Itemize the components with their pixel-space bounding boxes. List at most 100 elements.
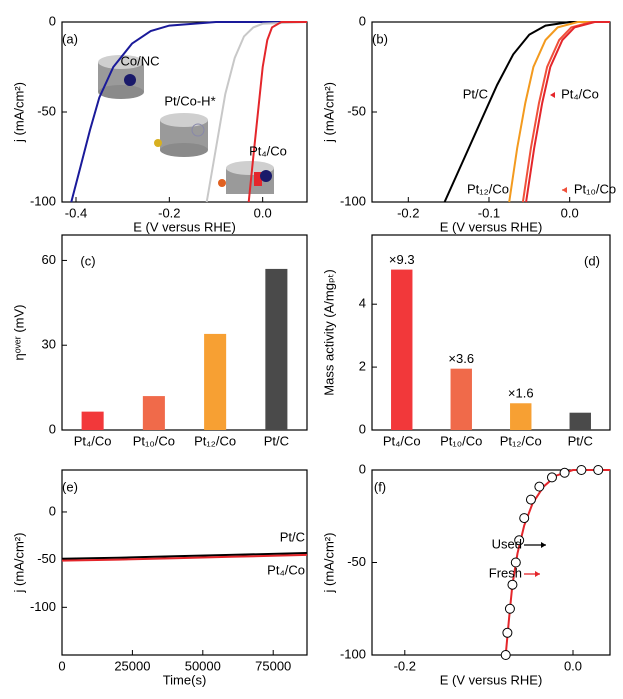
y-tick-label: 60	[42, 252, 56, 267]
y-tick-label: -100	[30, 599, 56, 614]
arrow-head	[562, 187, 567, 193]
y-tick-label: -50	[347, 554, 366, 569]
x-tick-label: 0.0	[254, 205, 272, 220]
series-label: Co/NC	[120, 53, 159, 68]
plot-frame	[371, 469, 611, 656]
marker	[507, 579, 518, 590]
x-tick-label: Pt₄/Co	[74, 433, 112, 448]
series-label: Pt₄/Co	[249, 143, 287, 158]
panel-label: (a)	[62, 31, 78, 46]
arrow-head	[535, 571, 540, 577]
y-tick-label: -50	[37, 103, 56, 118]
x-tick-label: -0.2	[394, 658, 416, 673]
panel-label: (d)	[584, 253, 600, 268]
x-tick-label: Pt/C	[568, 433, 593, 448]
x-tick-label: Pt₁₀/Co	[440, 433, 482, 448]
x-tick-label: 0	[58, 658, 65, 673]
marker	[504, 603, 515, 614]
bar	[265, 268, 288, 430]
y-axis-label: j (mA/cm²)	[321, 533, 336, 594]
arrow-head	[541, 542, 546, 548]
x-tick-label: 25000	[114, 658, 150, 673]
y-tick-label: 0	[359, 461, 366, 476]
series-label: Pt₄/Co	[561, 86, 599, 101]
y-tick-label: 0	[49, 421, 56, 436]
marker	[502, 627, 513, 638]
y-tick-label: -100	[30, 193, 56, 208]
marker	[500, 650, 511, 660]
x-tick-label: 75000	[255, 658, 291, 673]
x-axis-label: E (V versus RHE)	[133, 219, 236, 234]
y-tick-label: -100	[340, 193, 366, 208]
y-axis-label: j (mA/cm²)	[11, 533, 26, 594]
bar	[81, 411, 104, 430]
x-tick-label: 0.0	[561, 205, 579, 220]
series-label: Pt/C	[463, 86, 488, 101]
series-label: Pt₁₂/Co	[467, 181, 509, 196]
x-tick-label: -0.4	[65, 205, 87, 220]
inset-pt-co-h	[154, 113, 208, 157]
bar	[510, 403, 532, 430]
x-axis-label: E (V versus RHE)	[440, 219, 543, 234]
y-tick-label: 0	[49, 503, 56, 518]
inset-pt4-co	[218, 161, 274, 194]
y-axis-label: ηᵒᵛᵉʳ (mV)	[11, 304, 26, 360]
y-tick-label: -50	[347, 103, 366, 118]
line	[508, 21, 610, 203]
line	[504, 469, 610, 656]
y-tick-label: 2	[359, 359, 366, 374]
bar	[391, 269, 413, 430]
line	[205, 21, 308, 203]
y-tick-label: 4	[359, 296, 366, 311]
y-tick-label: 0	[359, 13, 366, 28]
y-tick-label: 0	[359, 421, 366, 436]
y-tick-label: -50	[37, 551, 56, 566]
line	[521, 21, 610, 203]
series-label: Used	[492, 536, 522, 551]
marker	[514, 535, 525, 546]
series-label: Pt/C	[280, 529, 305, 544]
bar-annotation: ×1.6	[508, 386, 534, 401]
bar	[204, 333, 227, 430]
series-label: Pt₄/Co	[267, 562, 305, 577]
y-tick-label: 0	[49, 13, 56, 28]
x-tick-label: -0.2	[158, 205, 180, 220]
bar-annotation: ×3.6	[448, 351, 474, 366]
marker	[534, 481, 545, 492]
panel-label: (c)	[80, 253, 95, 268]
bar	[142, 396, 165, 430]
line	[525, 21, 610, 203]
line	[443, 21, 610, 203]
panel-label: (e)	[62, 479, 78, 494]
line	[61, 553, 308, 562]
bar	[450, 368, 472, 430]
x-tick-label: Pt₄/Co	[383, 433, 421, 448]
x-tick-label: Pt₁₂/Co	[194, 433, 236, 448]
x-tick-label: Pt/C	[264, 433, 289, 448]
plot-frame	[371, 21, 611, 203]
y-tick-label: 30	[42, 337, 56, 352]
bar-annotation: ×9.3	[389, 252, 415, 267]
y-axis-label: j (mA/cm²)	[11, 82, 26, 143]
marker	[510, 557, 521, 568]
y-tick-label: -100	[340, 646, 366, 661]
x-tick-label: Pt₁₂/Co	[500, 433, 542, 448]
marker	[546, 472, 557, 483]
plot-frame	[61, 234, 308, 431]
plot-frame	[371, 234, 611, 431]
series-label: Pt₁₀/Co	[574, 181, 616, 196]
line	[70, 21, 307, 203]
marker	[559, 467, 570, 478]
marker	[519, 513, 530, 524]
bar	[569, 412, 591, 430]
marker	[576, 465, 587, 475]
y-axis-label: Mass activity (A/mgₚₜ)	[321, 269, 336, 395]
x-tick-label: 50000	[185, 658, 221, 673]
y-axis-label: j (mA/cm²)	[321, 82, 336, 143]
series-label: Pt/Co-H*	[164, 93, 215, 108]
series-label: Fresh	[489, 565, 522, 580]
inset-co-nc	[98, 55, 144, 99]
arrow-head	[550, 92, 555, 98]
